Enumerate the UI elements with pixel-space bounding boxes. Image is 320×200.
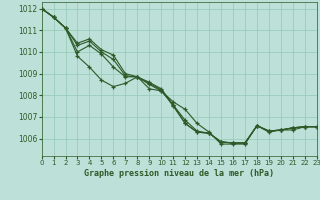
X-axis label: Graphe pression niveau de la mer (hPa): Graphe pression niveau de la mer (hPa) bbox=[84, 169, 274, 178]
